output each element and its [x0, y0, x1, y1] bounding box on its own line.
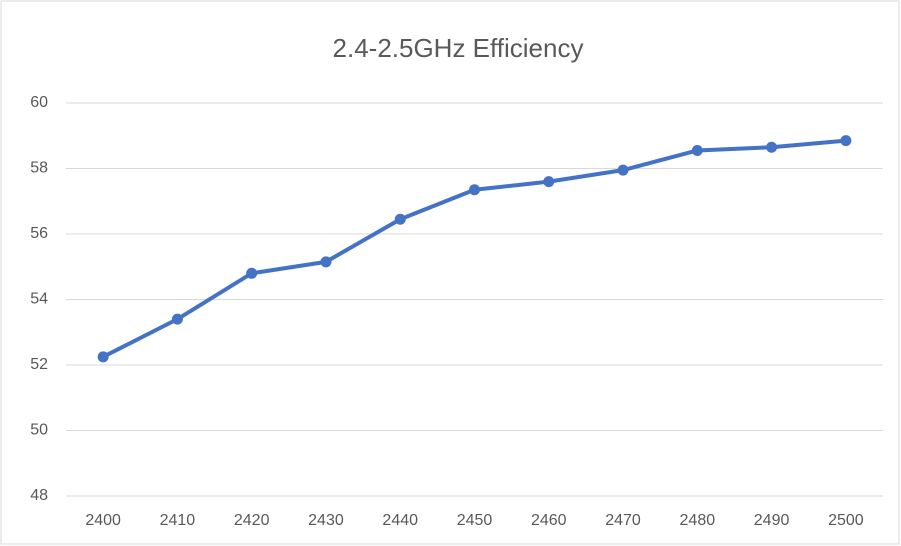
data-point: [617, 164, 629, 176]
chart-title: 2.4-2.5GHz Efficiency: [333, 33, 584, 63]
x-tick-label: 2490: [754, 512, 790, 529]
x-tick-label: 2430: [308, 512, 344, 529]
data-point: [766, 141, 778, 153]
data-point: [840, 135, 852, 147]
y-tick-label: 50: [30, 422, 48, 439]
data-point: [320, 256, 332, 268]
x-tick-label: 2420: [234, 512, 270, 529]
data-point: [246, 267, 258, 279]
y-tick-label: 48: [30, 487, 48, 504]
x-tick-label: 2480: [680, 512, 716, 529]
data-point: [394, 213, 406, 225]
data-point: [543, 176, 555, 188]
y-tick-label: 54: [30, 291, 48, 308]
x-tick-label: 2400: [85, 512, 121, 529]
x-tick-label: 2470: [605, 512, 641, 529]
data-point: [691, 144, 703, 156]
data-point: [469, 184, 480, 196]
x-tick-label: 2450: [457, 512, 493, 529]
data-point: [171, 313, 183, 325]
data-point: [97, 351, 109, 363]
y-tick-label: 58: [30, 160, 48, 177]
y-tick-label: 60: [30, 94, 48, 111]
x-tick-label: 2440: [382, 512, 418, 529]
x-tick-label: 2460: [531, 512, 567, 529]
x-tick-label: 2410: [160, 512, 196, 529]
x-tick-label: 2500: [828, 512, 864, 529]
y-tick-label: 56: [30, 225, 48, 242]
y-tick-label: 52: [30, 356, 48, 373]
